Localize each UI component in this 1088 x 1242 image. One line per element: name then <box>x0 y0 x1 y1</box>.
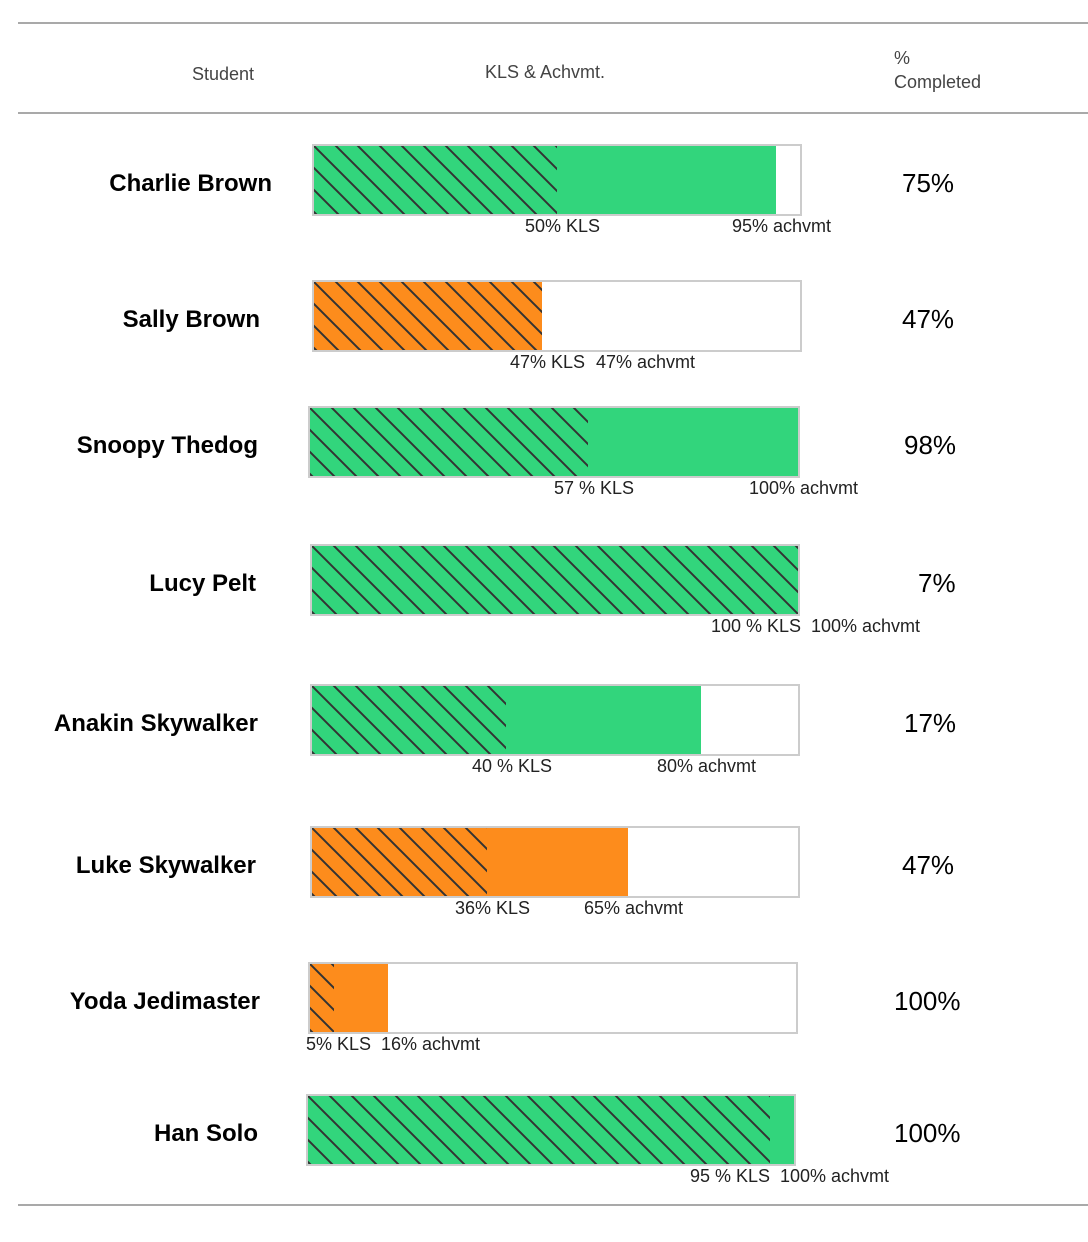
achvmt-label-anakin-skywalker: 80% achvmt <box>657 756 756 777</box>
header-rule <box>18 112 1088 114</box>
achvmt-label-yoda-jedimaster: 16% achvmt <box>381 1034 480 1055</box>
completed-value-sally-brown: 47% <box>902 304 954 335</box>
achvmt-label-charlie-brown: 95% achvmt <box>732 216 831 237</box>
header-kls-achvmt: KLS & Achvmt. <box>485 62 605 83</box>
bottom-rule <box>18 1204 1088 1206</box>
kls-hatch-snoopy-thedog <box>310 408 588 476</box>
completed-value-luke-skywalker: 47% <box>902 850 954 881</box>
progress-bar-sally-brown <box>312 280 802 352</box>
kls-hatch-anakin-skywalker <box>312 686 506 754</box>
completed-value-han-solo: 100% <box>894 1118 961 1149</box>
student-name-han-solo: Han Solo <box>0 1120 258 1148</box>
achvmt-label-sally-brown: 47% achvmt <box>596 352 695 373</box>
student-name-snoopy-thedog: Snoopy Thedog <box>0 432 258 460</box>
progress-bar-yoda-jedimaster <box>308 962 798 1034</box>
achvmt-label-luke-skywalker: 65% achvmt <box>584 898 683 919</box>
student-name-charlie-brown: Charlie Brown <box>0 170 272 198</box>
kls-hatch-han-solo <box>308 1096 770 1164</box>
student-name-luke-skywalker: Luke Skywalker <box>0 852 256 880</box>
progress-bar-han-solo <box>306 1094 796 1166</box>
progress-bar-snoopy-thedog <box>308 406 800 478</box>
completed-value-charlie-brown: 75% <box>902 168 954 199</box>
kls-hatch-sally-brown <box>314 282 542 350</box>
kls-label-anakin-skywalker: 40 % KLS <box>472 756 552 777</box>
kls-hatch-luke-skywalker <box>312 828 487 896</box>
kls-label-lucy-pelt: 100 % KLS <box>711 616 801 637</box>
progress-bar-charlie-brown <box>312 144 802 216</box>
achvmt-label-lucy-pelt: 100% achvmt <box>811 616 920 637</box>
progress-bar-luke-skywalker <box>310 826 800 898</box>
kls-label-sally-brown: 47% KLS <box>510 352 585 373</box>
progress-bar-lucy-pelt <box>310 544 800 616</box>
header-percent-symbol: % <box>894 46 981 70</box>
student-name-yoda-jedimaster: Yoda Jedimaster <box>0 988 260 1016</box>
kls-label-yoda-jedimaster: 5% KLS <box>306 1034 371 1055</box>
kls-label-snoopy-thedog: 57 % KLS <box>554 478 634 499</box>
header-completed-word: Completed <box>894 70 981 94</box>
progress-bar-anakin-skywalker <box>310 684 800 756</box>
header-student: Student <box>192 64 254 85</box>
kls-label-han-solo: 95 % KLS <box>690 1166 770 1187</box>
completed-value-yoda-jedimaster: 100% <box>894 986 961 1017</box>
student-name-anakin-skywalker: Anakin Skywalker <box>0 710 258 738</box>
kls-hatch-yoda-jedimaster <box>310 964 334 1032</box>
completed-value-anakin-skywalker: 17% <box>904 708 956 739</box>
kls-label-charlie-brown: 50% KLS <box>525 216 600 237</box>
kls-hatch-charlie-brown <box>314 146 557 214</box>
completed-value-snoopy-thedog: 98% <box>904 430 956 461</box>
student-name-lucy-pelt: Lucy Pelt <box>0 570 256 598</box>
achvmt-label-han-solo: 100% achvmt <box>780 1166 889 1187</box>
completed-value-lucy-pelt: 7% <box>918 568 956 599</box>
kls-hatch-lucy-pelt <box>312 546 798 614</box>
header-percent-completed: % Completed <box>894 46 981 94</box>
student-name-sally-brown: Sally Brown <box>0 306 260 334</box>
achvmt-label-snoopy-thedog: 100% achvmt <box>749 478 858 499</box>
top-rule <box>18 22 1088 24</box>
kls-label-luke-skywalker: 36% KLS <box>455 898 530 919</box>
